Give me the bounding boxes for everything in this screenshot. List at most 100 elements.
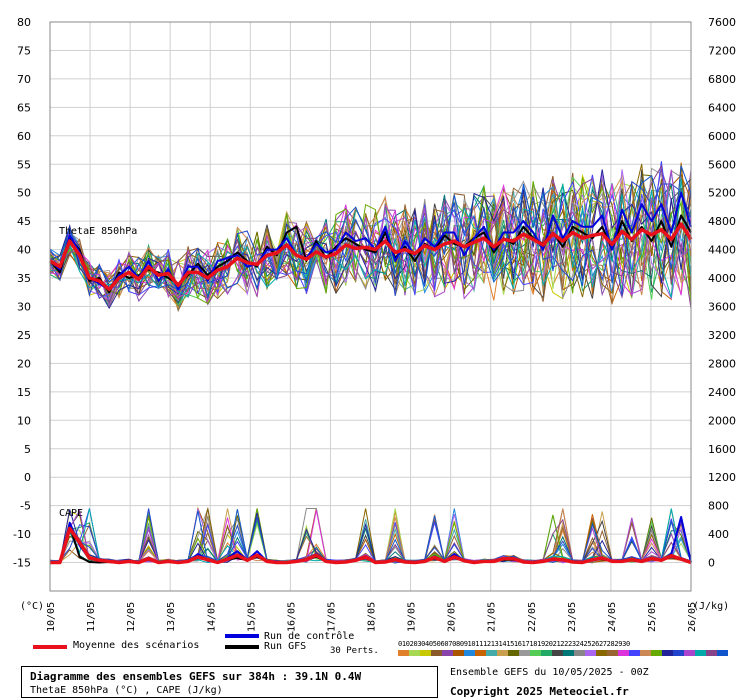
date-tick-label: 22/05 [527, 602, 538, 632]
right-tick-label: 4800 [708, 215, 736, 228]
series-line-mean-cape [50, 526, 692, 565]
date-tick-label: 13/05 [166, 602, 177, 632]
chart-subtitle: ThetaE 850hPa (°C) , CAPE (J/kg) [30, 685, 223, 696]
perturbation-swatch [629, 650, 640, 656]
right-tick-label: 3200 [708, 329, 736, 342]
left-tick-label: 65 [17, 101, 31, 114]
date-tick-label: 20/05 [447, 602, 458, 632]
perturbation-swatch [442, 650, 453, 656]
perturbation-line-thetae [49, 178, 692, 298]
perturbation-swatch [420, 650, 431, 656]
right-tick-label: 5600 [708, 158, 736, 171]
plot-frame [49, 21, 692, 592]
legend-gfs-label: Run GFS [264, 641, 307, 652]
right-tick-label: 2400 [708, 386, 736, 399]
legend-mean-label: Moyenne des scénarios [73, 640, 200, 651]
perturbation-swatch [409, 650, 420, 656]
right-tick-label: 1200 [708, 471, 736, 484]
grid [49, 21, 692, 591]
date-tick-label: 23/05 [567, 602, 578, 632]
perturbation-swatch [486, 650, 497, 656]
perturbation-swatch [662, 650, 673, 656]
date-tick-label: 24/05 [607, 602, 618, 632]
legend-control-swatch [225, 634, 259, 638]
left-tick-label: 45 [17, 215, 31, 228]
right-tick-label: 6400 [708, 101, 736, 114]
perturbation-swatch [717, 650, 728, 656]
date-tick-label: 12/05 [126, 602, 137, 632]
left-tick-label: 50 [17, 187, 31, 200]
right-tick-label: 7200 [708, 44, 736, 57]
perturbation-line-thetae [49, 180, 692, 298]
date-tick-label: 14/05 [206, 602, 217, 632]
perturbation-swatch [651, 650, 662, 656]
perturbation-swatch [706, 650, 717, 656]
perturbation-swatch [618, 650, 629, 656]
date-tick-label: 10/05 [46, 602, 57, 632]
left-tick-label: -5 [20, 500, 31, 513]
left-tick-label: 70 [17, 73, 31, 86]
right-tick-label: 5200 [708, 187, 736, 200]
right-tick-label: 1600 [708, 443, 736, 456]
right-tick-label: 6000 [708, 130, 736, 143]
date-tick-label: 26/05 [687, 602, 698, 632]
perturbation-swatch [508, 650, 519, 656]
legend-mean-swatch [33, 645, 67, 649]
date-tick-label: 17/05 [326, 602, 337, 632]
date-tick-label: 11/05 [86, 602, 97, 632]
left-tick-label: 80 [17, 16, 31, 29]
chart-title: Diagramme des ensembles GEFS sur 384h : … [30, 670, 362, 683]
left-tick-label: 25 [17, 329, 31, 342]
legend-control-label: Run de contrôle [264, 631, 355, 642]
cape-panel-label: CAPE [59, 508, 83, 519]
perturbation-swatch [475, 650, 486, 656]
right-tick-label: 4400 [708, 244, 736, 257]
right-tick-label: 400 [708, 528, 729, 541]
perturbation-swatch [607, 650, 618, 656]
perturbation-swatch [497, 650, 508, 656]
title-box: Diagramme des ensembles GEFS sur 384h : … [21, 666, 438, 698]
perturbation-swatch [596, 650, 607, 656]
left-tick-label: 55 [17, 158, 31, 171]
right-tick-label: 800 [708, 500, 729, 513]
perturbation-color-strip [398, 650, 728, 656]
left-tick-label: 0 [24, 471, 31, 484]
perturbation-numbers: 0102030405060708091011121314151617181920… [398, 640, 630, 648]
left-tick-label: -10 [13, 528, 31, 541]
right-tick-label: 0 [708, 557, 715, 570]
left-tick-label: 60 [17, 130, 31, 143]
left-axis-unit: (°C) [20, 601, 44, 612]
series-line-control-thetae [49, 191, 692, 291]
perturbation-swatch [519, 650, 530, 656]
left-tick-label: 15 [17, 386, 31, 399]
main-series-lines [49, 191, 693, 565]
perturbation-line-thetae [49, 179, 692, 298]
series-line-mean-thetae [49, 222, 693, 292]
perturbation-swatch [464, 650, 475, 656]
perturbation-swatch [398, 650, 409, 656]
perturbations-label: 30 Perts. [330, 646, 379, 656]
run-info: Ensemble GEFS du 10/05/2025 - 00Z [450, 667, 649, 678]
perturbation-swatch [541, 650, 552, 656]
date-tick-label: 21/05 [487, 602, 498, 632]
right-tick-label: 3600 [708, 301, 736, 314]
perturbation-swatch [530, 650, 541, 656]
left-tick-label: 20 [17, 357, 31, 370]
perturbation-swatch [695, 650, 706, 656]
perturbation-swatch [431, 650, 442, 656]
right-tick-label: 2800 [708, 357, 736, 370]
date-tick-label: 18/05 [367, 602, 378, 632]
left-tick-label: 35 [17, 272, 31, 285]
right-axis-unit: (J/kg) [693, 601, 729, 612]
date-tick-label: 25/05 [647, 602, 658, 632]
legend-gfs-swatch [225, 645, 259, 649]
left-tick-label: 5 [24, 443, 31, 456]
perturbation-swatch [552, 650, 563, 656]
left-tick-label: 10 [17, 414, 31, 427]
right-tick-label: 4000 [708, 272, 736, 285]
left-tick-label: 75 [17, 44, 31, 57]
right-tick-label: 2000 [708, 414, 736, 427]
date-tick-label: 19/05 [407, 602, 418, 632]
